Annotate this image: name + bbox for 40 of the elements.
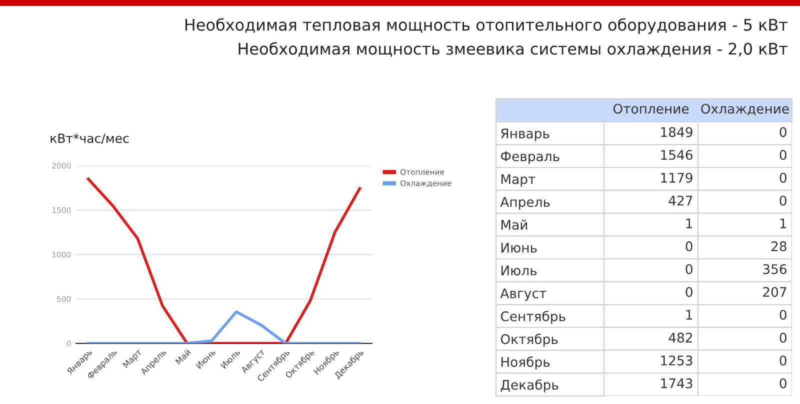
y-tick-label: Февраль [500,151,560,164]
data-label: 0 [686,286,692,297]
data-label: 0 [780,378,786,388]
data-label: 1743 [661,378,692,388]
data-label: 0 [780,356,786,366]
data-label: 1 [686,218,692,228]
y-tick-label: Март [501,174,536,187]
y-tick-label: Январь [501,128,550,141]
data-label: 1849 [661,127,692,138]
data-label: 1546 [661,150,692,160]
y-tick-label: Август [500,288,546,301]
y-tick-label: Апрель [500,197,550,210]
data-label: 1253 [661,356,692,366]
text: Необходимая мощность змеевика системы охлаждения - 2,0 кВт [238,42,788,57]
data-label: 0 [780,310,786,320]
y-tick-label: Июль [501,266,537,276]
data-label: 1 [780,218,786,228]
data-label: 28 [771,241,786,252]
y-axis-title: кВт*час/мес [50,134,129,144]
y-tick-label: Май [501,220,528,230]
line-series [86,178,362,344]
data-label: 207 [763,286,786,297]
data-label: 1 [686,310,692,320]
data-label: 0 [780,332,786,343]
data-label: 0 [780,172,786,183]
y-tick-label: Сентябрь [500,310,566,324]
text: Необходимая тепловая мощность отопительного оборудования - 5 кВт [185,18,788,34]
y-tick-label: Декабрь [500,379,558,392]
data-label: 0 [780,196,786,206]
y-tick-label: Июнь [501,242,537,253]
y-tick-label: Октябрь [500,334,558,347]
data-label: 482 [668,332,692,343]
data-label: 0 [686,241,692,252]
data-label: 0 [686,264,692,274]
data-label: 356 [763,264,786,274]
data-label: 0 [780,127,786,138]
line-series [86,310,362,344]
data-label: 1179 [661,172,692,183]
data-label: 427 [668,196,692,206]
data-label: 0 [780,150,786,160]
